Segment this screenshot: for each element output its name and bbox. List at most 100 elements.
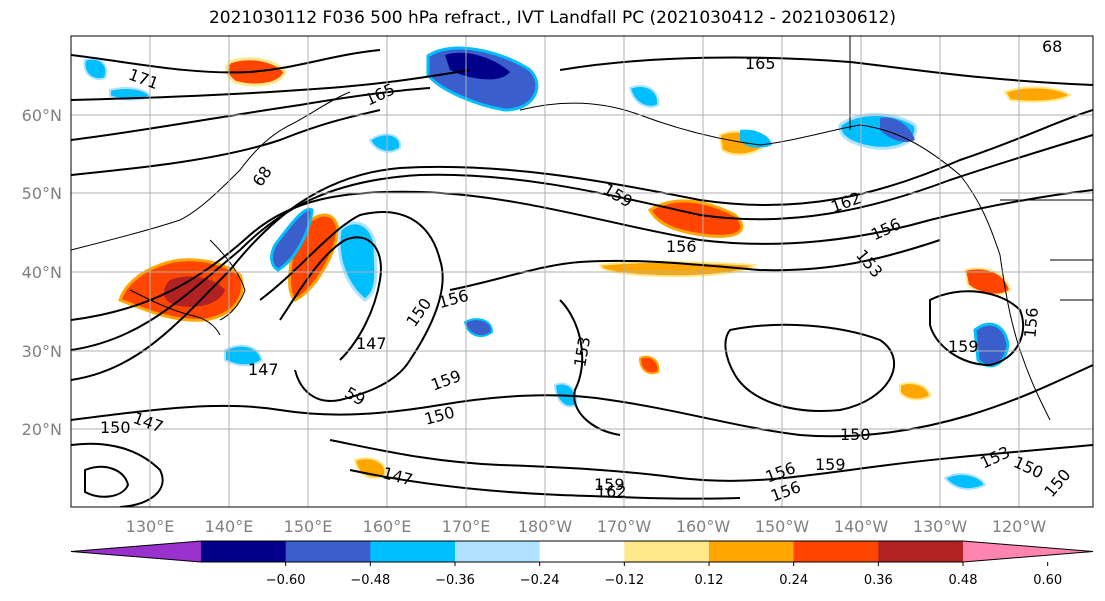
- colorbar-segment: [370, 541, 456, 562]
- contour-line: [71, 87, 431, 141]
- contour-label: 150: [840, 425, 871, 444]
- contour-line: [71, 189, 1093, 321]
- contour-label: 159: [600, 180, 636, 212]
- anomaly-blob: [1003, 86, 1072, 103]
- anomaly-blob: [337, 221, 378, 302]
- anomaly-blob: [270, 207, 314, 272]
- contour-line: [71, 134, 1093, 351]
- contour-line: [84, 465, 130, 498]
- contour-label: 159: [594, 475, 625, 494]
- anomaly-blob: [628, 85, 660, 108]
- x-tick-label: 130°W: [913, 517, 968, 536]
- x-tick-label: 170°W: [597, 517, 652, 536]
- y-tick-label: 60°N: [22, 106, 62, 125]
- colorbar-segment: [201, 541, 287, 562]
- colorbar-tick-label: 0.12: [695, 573, 724, 588]
- colorbar-segment: [455, 541, 541, 562]
- colorbar-tick-label: 0.24: [779, 573, 808, 588]
- x-tick-label: 140°E: [205, 517, 254, 536]
- contour-label: 150: [1040, 465, 1074, 501]
- contour-label: 162: [596, 482, 627, 501]
- anomaly-blob: [899, 382, 932, 401]
- coastline: [129, 289, 221, 336]
- contour-line: [329, 439, 1093, 482]
- anomaly-blob: [943, 473, 987, 491]
- contour-label: 159: [428, 366, 463, 394]
- map-area: 171 165 165 68 68 159 162 156 156 153 15…: [71, 36, 1093, 507]
- coastline: [71, 91, 351, 251]
- x-tick-labels: 130°E 140°E 150°E 160°E 170°E 180°W 170°…: [126, 517, 1047, 536]
- contour-label: 156: [868, 214, 904, 244]
- contour-label: 159: [815, 455, 846, 474]
- x-tick-label: 160°W: [676, 517, 731, 536]
- contour-line: [559, 299, 621, 436]
- colorbar-outline: [70, 540, 1094, 563]
- contour-line: [259, 211, 444, 402]
- contour-label: 150: [100, 418, 131, 437]
- gridlines: [71, 36, 1093, 507]
- colorbar-segment: [285, 541, 371, 562]
- contour-label: 162: [828, 188, 863, 216]
- anomaly-blob: [963, 267, 1012, 296]
- colorbar-tick-label: −0.36: [435, 573, 475, 588]
- contour-label: 153: [977, 442, 1013, 472]
- contour-label: 156: [666, 237, 697, 256]
- contour-label: 147: [380, 463, 414, 489]
- contour-lines: [71, 49, 1093, 507]
- colorbar-tick-label: −0.12: [604, 573, 644, 588]
- contour-label: 150: [1011, 452, 1047, 482]
- contour-label: 68: [249, 162, 276, 190]
- x-tick-label: 160°E: [363, 517, 412, 536]
- colorbar-segment: [878, 541, 964, 562]
- colorbar-extend-low: [71, 541, 201, 562]
- x-tick-label: 120°W: [992, 517, 1047, 536]
- y-tick-label: 30°N: [22, 342, 62, 361]
- x-tick-label: 170°E: [442, 517, 491, 536]
- x-tick-label: 130°E: [126, 517, 175, 536]
- contour-label: 68: [1042, 37, 1062, 56]
- contour-line: [724, 323, 896, 412]
- colorbar-tick-label: 0.48: [949, 573, 978, 588]
- x-tick-label: 180°W: [518, 517, 573, 536]
- colorbar-tick-label: −0.24: [520, 573, 560, 588]
- anomaly-blob: [463, 318, 494, 338]
- y-tick-label: 40°N: [22, 263, 62, 282]
- contour-line: [279, 236, 382, 361]
- contour-label: 159: [948, 337, 979, 356]
- contour-labels: 171 165 165 68 68 159 162 156 156 153 15…: [100, 37, 1074, 505]
- contour-label: 147: [356, 334, 387, 353]
- contour-line: [349, 469, 741, 500]
- y-tick-label: 50°N: [22, 184, 62, 203]
- anomaly-blob: [638, 355, 660, 375]
- contour-line: [71, 69, 471, 101]
- contour-label: 147: [131, 408, 166, 436]
- contour-line: [71, 109, 381, 176]
- anomaly-blob: [880, 117, 915, 142]
- anomaly-blob: [445, 52, 510, 80]
- x-tick-label: 150°W: [755, 517, 810, 536]
- contour-label: 165: [745, 54, 776, 73]
- contour-label: 153: [570, 335, 594, 368]
- anomaly-blob: [368, 133, 402, 153]
- contour-label: 153: [852, 246, 886, 282]
- contour-line: [71, 109, 1093, 381]
- chart-title: 2021030112 F036 500 hPa refract., IVT La…: [208, 8, 896, 28]
- anomaly-blob: [83, 57, 108, 80]
- contour-label: 147: [248, 360, 279, 379]
- colorbar-tick-label: 0.60: [1033, 573, 1062, 588]
- colorbar-segment: [709, 541, 795, 562]
- colorbar: −0.60 −0.48 −0.36 −0.24 −0.12 0.12 0.24 0.36 0.4…: [70, 540, 1094, 588]
- colorbar-segment: [539, 541, 625, 562]
- contour-line: [71, 364, 1093, 438]
- x-tick-label: 150°E: [284, 517, 333, 536]
- contour-line: [559, 56, 1093, 86]
- colorbar-tick-label: −0.60: [266, 573, 306, 588]
- x-tick-label: 140°W: [834, 517, 889, 536]
- contour-line: [71, 49, 381, 74]
- contour-label: 156: [1020, 307, 1042, 339]
- colorbar-extend-high: [963, 541, 1093, 562]
- y-tick-label: 20°N: [22, 420, 62, 439]
- colorbar-tick-label: 0.36: [864, 573, 893, 588]
- map-frame: [70, 35, 1094, 508]
